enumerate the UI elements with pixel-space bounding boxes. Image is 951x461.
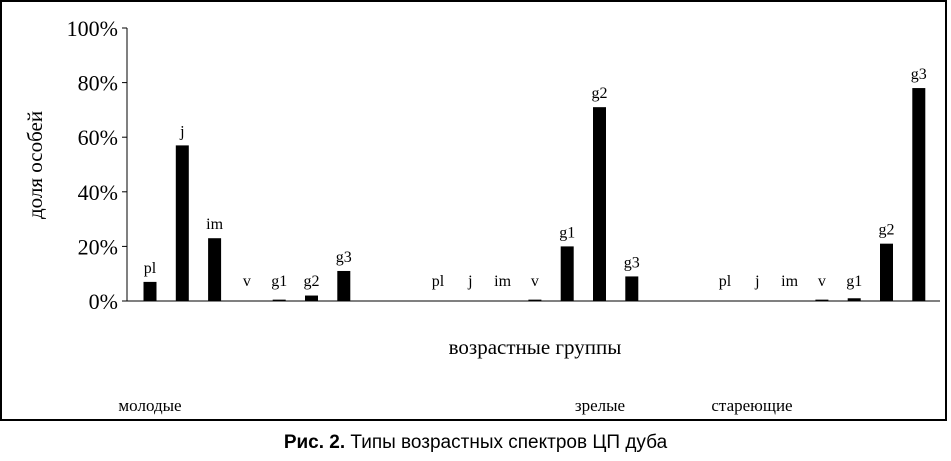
bar-label: g2 — [304, 273, 320, 290]
caption-text: Типы возрастных спектров ЦП дуба — [345, 432, 668, 453]
bar — [912, 88, 926, 301]
bar-label: g1 — [271, 273, 287, 290]
bar — [528, 299, 542, 301]
bar-label: g3 — [624, 254, 640, 271]
bar — [337, 270, 351, 301]
bar-label: pl — [719, 273, 732, 290]
y-tick-label: 0% — [89, 289, 118, 314]
bar — [175, 145, 189, 301]
bar-label: pl — [144, 260, 157, 277]
bar-label: v — [818, 273, 826, 290]
bar-label: pl — [432, 273, 445, 290]
group-label-young: молодые — [118, 396, 181, 415]
bar-label: v — [531, 273, 539, 290]
y-tick-label: 60% — [78, 125, 118, 150]
bar — [143, 281, 157, 301]
bar-label: j — [467, 273, 472, 290]
bar — [815, 299, 829, 301]
group-label-mature: зрелые — [575, 396, 625, 415]
bar-label: j — [179, 123, 184, 140]
bar — [208, 238, 222, 301]
bar-label: im — [494, 273, 511, 290]
group-label-aging: стареющие — [711, 396, 792, 415]
bar-label: v — [243, 273, 251, 290]
bar-label: g3 — [336, 249, 352, 266]
bar — [880, 243, 893, 301]
axes: 0% 20% 40% 60% 80% 100% — [67, 16, 940, 314]
bar-label: g2 — [879, 222, 895, 239]
bar — [272, 299, 286, 301]
bar-label: im — [781, 273, 798, 290]
figure-caption: Рис. 2. Типы возрастных спектров ЦП дуба — [0, 432, 951, 454]
bar-label: g2 — [592, 85, 608, 102]
caption-prefix: Рис. 2. — [283, 432, 346, 453]
y-axis-title: доля особей — [23, 111, 47, 219]
x-axis-title: возрастные группы — [449, 335, 622, 359]
y-tick-label: 100% — [67, 16, 118, 41]
bar — [625, 276, 639, 301]
y-tick-label: 40% — [78, 180, 118, 205]
bar — [560, 246, 574, 301]
bar — [847, 298, 861, 301]
bar-label: g3 — [911, 66, 927, 83]
bar — [593, 107, 606, 301]
bar — [305, 295, 318, 301]
bar-label: g1 — [846, 273, 862, 290]
y-tick-label: 20% — [78, 234, 118, 259]
bars — [143, 88, 926, 301]
bar-labels: pl j im v g1 g2 g3 pl j im v g1 g2 g3 pl j im v g1 g2 g3 — [144, 66, 927, 290]
bar-label: j — [754, 273, 759, 290]
bar-label: g1 — [559, 224, 575, 241]
chart-frame — [0, 0, 947, 421]
bar-label: im — [206, 216, 223, 233]
y-tick-label: 80% — [78, 71, 118, 96]
